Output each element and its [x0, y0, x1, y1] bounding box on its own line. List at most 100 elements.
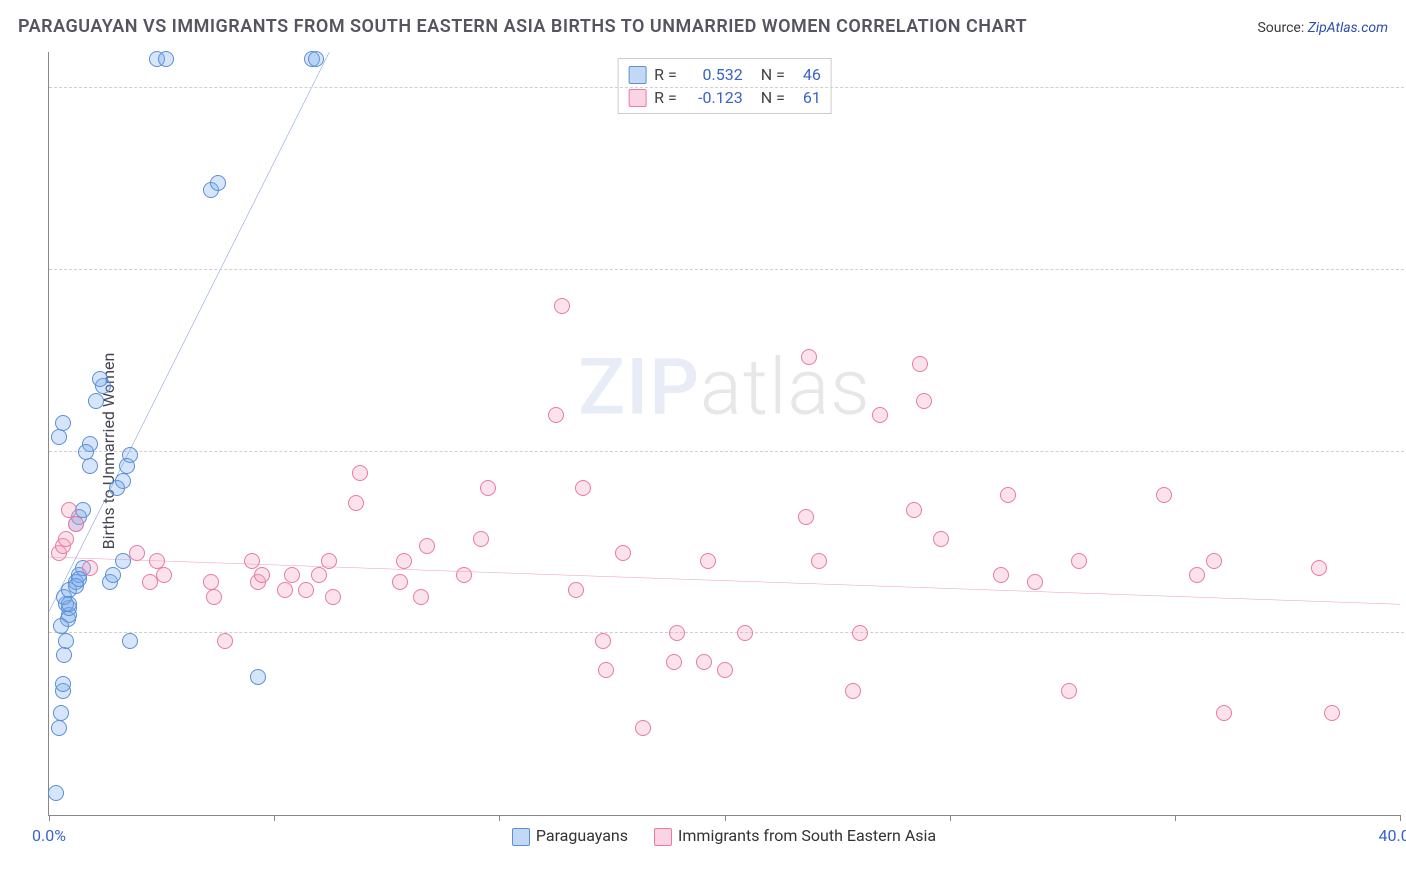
legend-label: Immigrants from South Eastern Asia [678, 826, 936, 845]
correlation-row: R =0.532N =46 [628, 63, 821, 86]
data-point [61, 596, 77, 612]
data-point [217, 633, 233, 649]
data-point [598, 662, 614, 678]
data-point [210, 175, 226, 191]
x-tick [274, 815, 275, 821]
data-point [250, 669, 266, 685]
data-point [68, 516, 84, 532]
data-point [82, 560, 98, 576]
data-point [396, 553, 412, 569]
data-point [993, 567, 1009, 583]
legend-label: Paraguayans [536, 826, 628, 845]
data-point [158, 51, 174, 67]
trend-lines-svg [49, 52, 1400, 815]
data-point [1156, 487, 1172, 503]
series-swatch-icon [512, 828, 530, 846]
data-point [105, 567, 121, 583]
gridline-h [49, 451, 1404, 452]
data-point [129, 545, 145, 561]
data-point [1189, 567, 1205, 583]
data-point [811, 553, 827, 569]
data-point [206, 589, 222, 605]
r-value: -0.123 [685, 88, 743, 107]
data-point [852, 625, 868, 641]
x-tick [950, 815, 951, 821]
data-point [321, 553, 337, 569]
data-point [669, 625, 685, 641]
data-point [254, 567, 270, 583]
data-point [1324, 705, 1340, 721]
header-bar: PARAGUAYAN VS IMMIGRANTS FROM SOUTH EAST… [18, 16, 1388, 37]
data-point [1311, 560, 1327, 576]
chart-area: Births to Unmarried Women ZIPatlas R =0.… [0, 52, 1406, 850]
r-value: 0.532 [685, 65, 743, 84]
correlation-row: R =-0.123N =61 [628, 86, 821, 109]
series-legend: Paraguayans Immigrants from South Eastern… [48, 826, 1400, 846]
data-point [635, 720, 651, 736]
source-prefix: Source: [1257, 20, 1307, 36]
n-value: 46 [793, 65, 821, 84]
data-point [48, 785, 64, 801]
series-swatch-icon [628, 66, 646, 84]
data-point [352, 465, 368, 481]
data-point [58, 633, 74, 649]
data-point [554, 298, 570, 314]
data-point [51, 429, 67, 445]
data-point [51, 720, 67, 736]
data-point [82, 458, 98, 474]
data-point [53, 618, 69, 634]
data-point [311, 567, 327, 583]
data-point [737, 625, 753, 641]
gridline-h [49, 87, 1404, 88]
series-swatch-icon [654, 828, 672, 846]
data-point [277, 582, 293, 598]
data-point [203, 574, 219, 590]
data-point [419, 538, 435, 554]
data-point [392, 574, 408, 590]
data-point [595, 633, 611, 649]
correlation-legend-box: R =0.532N =46R =-0.123N =61 [617, 58, 832, 114]
x-tick [725, 815, 726, 821]
legend-item: Paraguayans [512, 826, 628, 846]
data-point [1061, 683, 1077, 699]
x-tick [49, 815, 50, 821]
data-point [156, 567, 172, 583]
data-point [244, 553, 260, 569]
data-point [798, 509, 814, 525]
data-point [1206, 553, 1222, 569]
data-point [568, 582, 584, 598]
data-point [700, 553, 716, 569]
data-point [906, 502, 922, 518]
data-point [122, 633, 138, 649]
x-tick [1175, 815, 1176, 821]
plot-region: ZIPatlas R =0.532N =46R =-0.123N =61 25.… [48, 52, 1400, 816]
n-value: 61 [793, 88, 821, 107]
data-point [845, 683, 861, 699]
x-tick [1400, 815, 1401, 821]
data-point [119, 458, 135, 474]
data-point [284, 567, 300, 583]
r-label: R = [654, 88, 677, 107]
trend-line [49, 52, 329, 612]
data-point [456, 567, 472, 583]
source-credit: Source: ZipAtlas.com [1257, 20, 1388, 36]
data-point [55, 676, 71, 692]
data-point [801, 349, 817, 365]
data-point [109, 480, 125, 496]
x-tick [499, 815, 500, 821]
data-point [325, 589, 341, 605]
data-point [575, 480, 591, 496]
data-point [548, 407, 564, 423]
series-swatch-icon [628, 89, 646, 107]
gridline-h [49, 269, 1404, 270]
data-point [58, 531, 74, 547]
data-point [473, 531, 489, 547]
data-point [666, 654, 682, 670]
data-point [78, 444, 94, 460]
data-point [696, 654, 712, 670]
data-point [348, 495, 364, 511]
source-link[interactable]: ZipAtlas.com [1308, 20, 1388, 36]
data-point [912, 356, 928, 372]
data-point [872, 407, 888, 423]
data-point [88, 393, 104, 409]
